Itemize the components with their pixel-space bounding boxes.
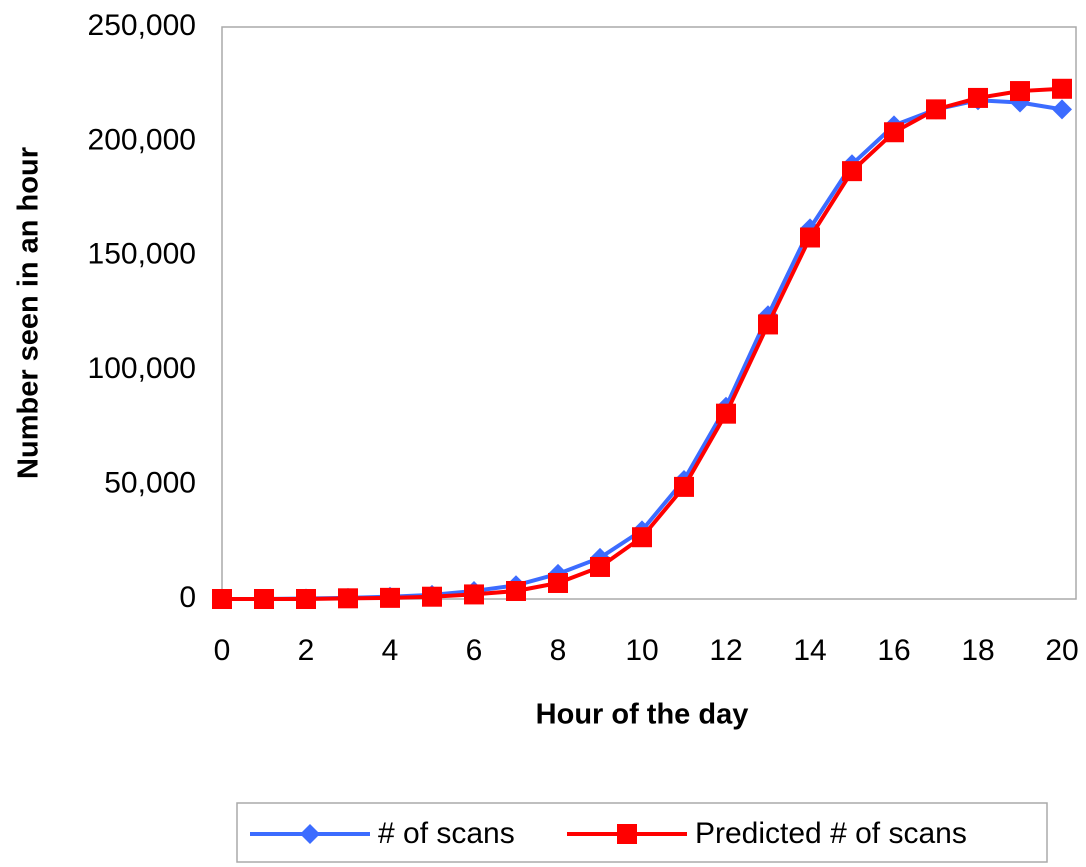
data-point <box>1052 99 1072 120</box>
data-point <box>590 556 610 577</box>
data-point <box>422 586 442 607</box>
legend-label: Predicted # of scans <box>695 817 967 850</box>
data-point <box>884 122 904 143</box>
y-tick-label: 150,000 <box>88 238 196 271</box>
x-tick-label: 8 <box>550 634 567 667</box>
data-point <box>1010 81 1030 102</box>
data-point <box>926 99 946 120</box>
data-point <box>716 403 736 424</box>
plot-frame <box>221 26 1077 600</box>
x-tick-label: 18 <box>961 634 994 667</box>
data-point <box>548 572 568 593</box>
y-tick-label: 0 <box>179 581 196 614</box>
x-tick-label: 6 <box>466 634 483 667</box>
data-point <box>380 587 400 608</box>
legend-label: # of scans <box>378 817 515 850</box>
x-tick-label: 20 <box>1045 634 1078 667</box>
y-tick-label: 200,000 <box>88 123 196 156</box>
x-tick-label: 14 <box>793 634 826 667</box>
y-tick-label: 50,000 <box>104 467 196 500</box>
legend-marker <box>617 824 637 844</box>
data-point <box>1052 78 1072 99</box>
data-point <box>800 227 820 248</box>
y-tick-label: 100,000 <box>88 352 196 385</box>
x-tick-label: 0 <box>214 634 231 667</box>
data-point <box>506 580 526 601</box>
data-point <box>212 589 232 609</box>
y-tick-label: 250,000 <box>88 9 196 42</box>
data-point <box>338 588 358 609</box>
x-tick-label: 16 <box>877 634 910 667</box>
y-axis-title: Number seen in an hour <box>13 147 45 479</box>
data-point <box>968 87 988 108</box>
x-tick-label: 2 <box>298 634 315 667</box>
data-point <box>674 476 694 497</box>
data-point <box>464 584 484 605</box>
data-point <box>632 527 652 548</box>
data-point <box>296 589 316 609</box>
x-tick-label: 12 <box>709 634 742 667</box>
data-point <box>254 589 274 609</box>
x-axis-title: Hour of the day <box>536 699 749 731</box>
data-point <box>758 314 778 335</box>
data-point <box>842 161 862 182</box>
x-tick-label: 10 <box>625 634 658 667</box>
x-tick-label: 4 <box>382 634 399 667</box>
legend-marker <box>300 824 320 844</box>
